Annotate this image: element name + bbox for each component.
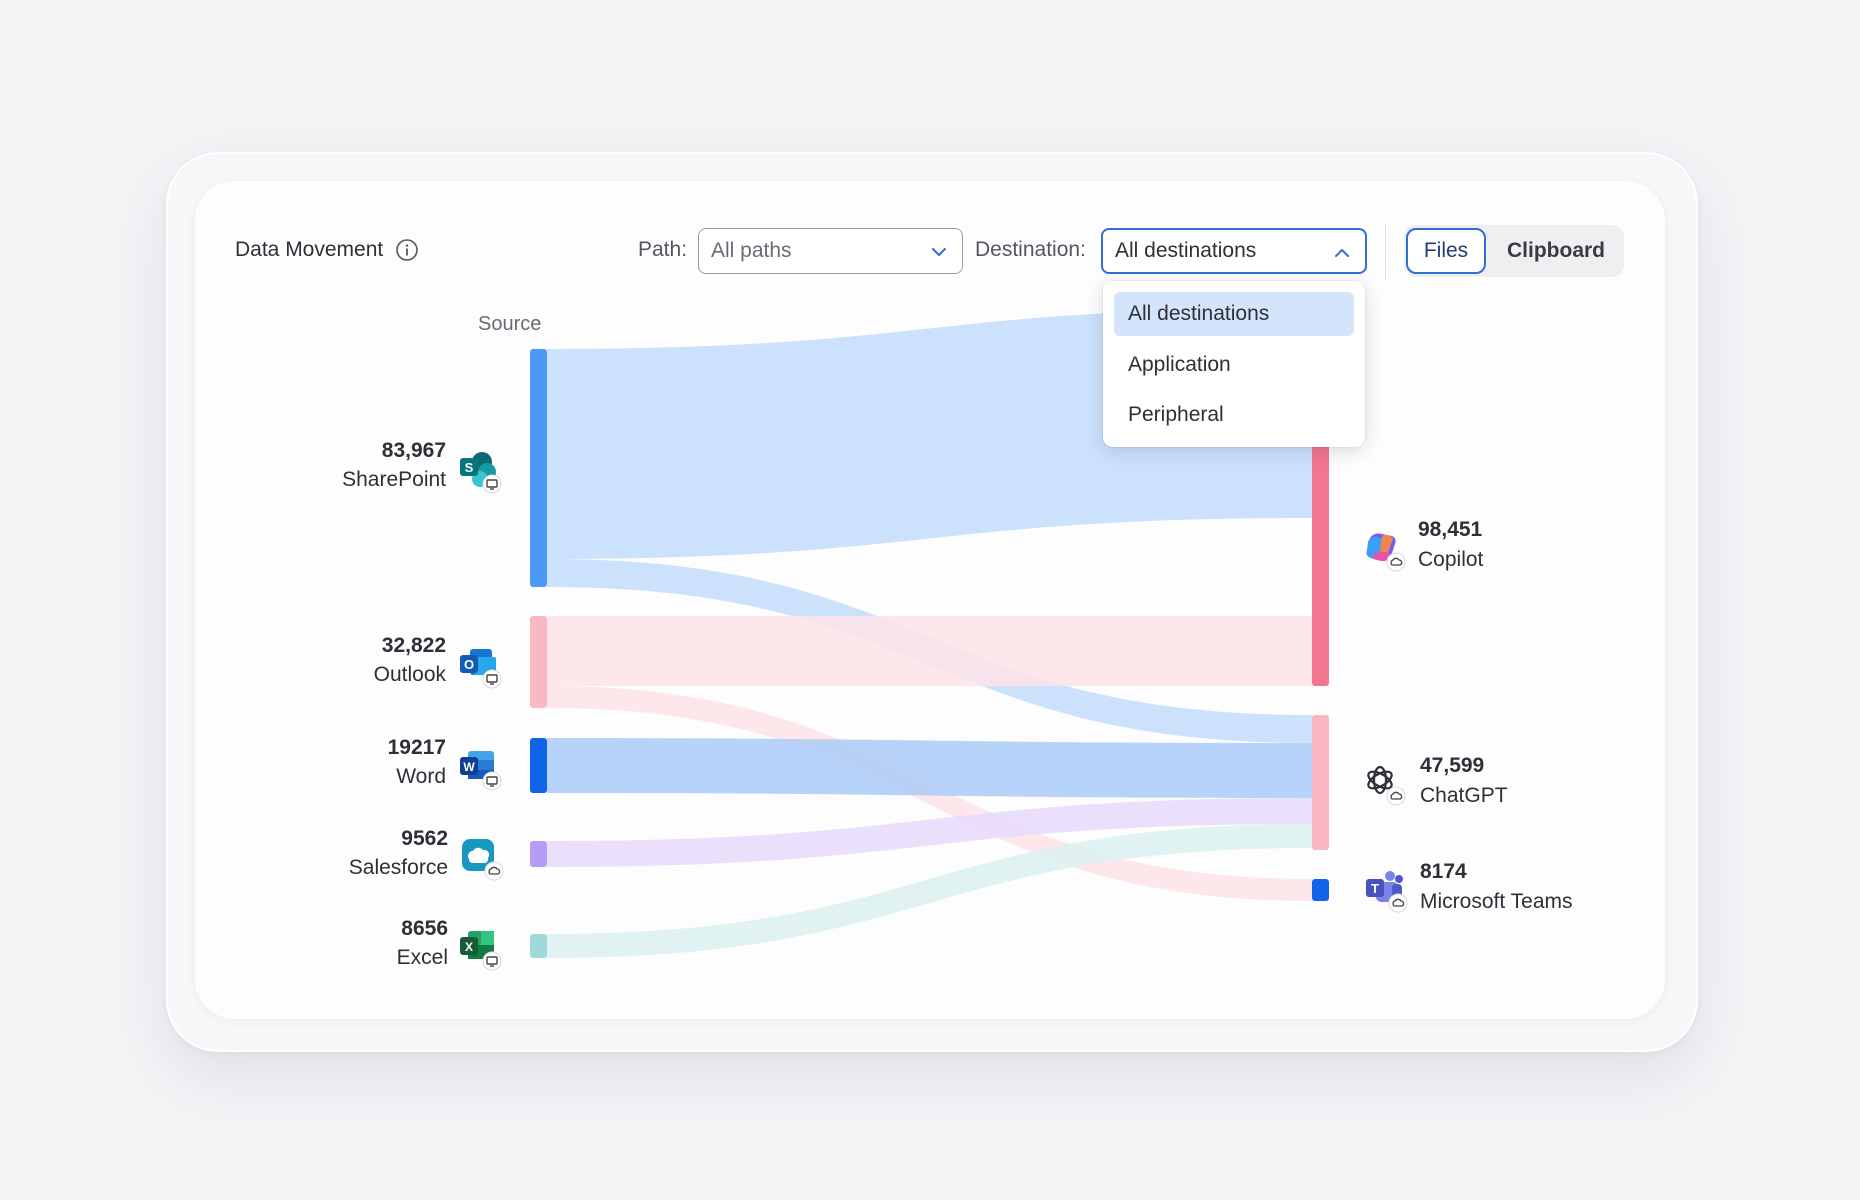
files-clipboard-toggle: Files Clipboard bbox=[1404, 225, 1624, 277]
destination-node-microsoft-teams[interactable] bbox=[1312, 879, 1329, 901]
source-value: 83,967 bbox=[381, 439, 446, 462]
sharepoint-icon: S bbox=[460, 452, 502, 494]
source-name: Outlook bbox=[373, 663, 446, 686]
destination-value: 8174 bbox=[1420, 860, 1467, 883]
source-node-sharepoint[interactable] bbox=[530, 349, 547, 587]
source-label-word: 19217 Word bbox=[286, 734, 446, 792]
destination-label-copilot: 98,451 Copilot bbox=[1418, 516, 1658, 576]
source-value: 19217 bbox=[387, 736, 446, 759]
destination-value: 47,599 bbox=[1420, 754, 1485, 777]
dropdown-option-peripheral[interactable]: Peripheral bbox=[1128, 403, 1224, 426]
destination-name: Microsoft Teams bbox=[1420, 890, 1573, 913]
chevron-down-icon bbox=[932, 248, 946, 256]
flow-salesforce-to-chatgpt[interactable] bbox=[547, 798, 1312, 867]
destination-node-chatgpt[interactable] bbox=[1312, 715, 1329, 850]
destination-dropdown-menu: All destinations Application Peripheral bbox=[1103, 281, 1365, 447]
path-select-value: All paths bbox=[711, 239, 792, 262]
svg-text:O: O bbox=[464, 657, 474, 672]
flow-word-to-chatgpt[interactable] bbox=[547, 738, 1312, 798]
dropdown-option-application[interactable]: Application bbox=[1128, 353, 1231, 376]
destination-name: ChatGPT bbox=[1420, 784, 1508, 807]
salesforce-icon bbox=[462, 839, 504, 881]
path-select[interactable]: All paths bbox=[698, 228, 963, 274]
source-node-salesforce[interactable] bbox=[530, 841, 547, 867]
svg-text:W: W bbox=[463, 760, 475, 774]
source-value: 9562 bbox=[401, 827, 448, 850]
chatgpt-icon bbox=[1367, 765, 1406, 806]
source-heading: Source bbox=[478, 313, 542, 335]
path-label: Path: bbox=[638, 238, 688, 261]
clipboard-toggle-button[interactable]: Clipboard bbox=[1507, 239, 1605, 262]
svg-text:X: X bbox=[465, 940, 473, 954]
source-value: 32,822 bbox=[381, 634, 446, 657]
svg-text:T: T bbox=[1371, 881, 1379, 896]
source-node-outlook[interactable] bbox=[530, 616, 547, 708]
source-name: Word bbox=[396, 765, 446, 788]
dropdown-option-all-destinations[interactable]: All destinations bbox=[1114, 292, 1354, 336]
destination-name: Copilot bbox=[1418, 548, 1484, 571]
destination-label-chatgpt: 47,599 ChatGPT bbox=[1420, 752, 1660, 812]
source-name: SharePoint bbox=[342, 468, 446, 491]
copilot-icon bbox=[1366, 533, 1406, 572]
destination-select[interactable]: All destinations bbox=[1101, 228, 1367, 274]
chevron-up-icon bbox=[1335, 249, 1349, 257]
excel-icon: X bbox=[460, 931, 502, 971]
info-icon[interactable] bbox=[396, 239, 418, 261]
files-toggle-button[interactable]: Files bbox=[1406, 228, 1486, 274]
source-node-excel[interactable] bbox=[530, 934, 547, 958]
source-label-excel: 8656 Excel bbox=[288, 915, 448, 973]
svg-text:S: S bbox=[465, 460, 474, 475]
source-label-sharepoint: 83,967 SharePoint bbox=[286, 437, 446, 495]
destination-select-value: All destinations bbox=[1115, 239, 1257, 262]
outlook-icon: O bbox=[460, 649, 502, 689]
source-label-outlook: 32,822 Outlook bbox=[286, 632, 446, 690]
flow-excel-to-chatgpt[interactable] bbox=[547, 824, 1312, 958]
source-value: 8656 bbox=[401, 917, 448, 940]
word-icon: W bbox=[460, 751, 502, 791]
source-node-word[interactable] bbox=[530, 738, 547, 793]
chart-title: Data Movement bbox=[235, 238, 384, 261]
source-name: Salesforce bbox=[348, 856, 448, 879]
destination-value: 98,451 bbox=[1418, 518, 1483, 541]
destination-label: Destination: bbox=[975, 238, 1086, 261]
divider bbox=[1385, 224, 1386, 280]
flow-outlook-to-copilot[interactable] bbox=[547, 616, 1312, 686]
destination-label-microsoft-teams: 8174 Microsoft Teams bbox=[1420, 858, 1660, 918]
source-label-salesforce: 9562 Salesforce bbox=[288, 825, 448, 883]
teams-icon: T bbox=[1366, 871, 1408, 913]
source-name: Excel bbox=[396, 946, 448, 969]
